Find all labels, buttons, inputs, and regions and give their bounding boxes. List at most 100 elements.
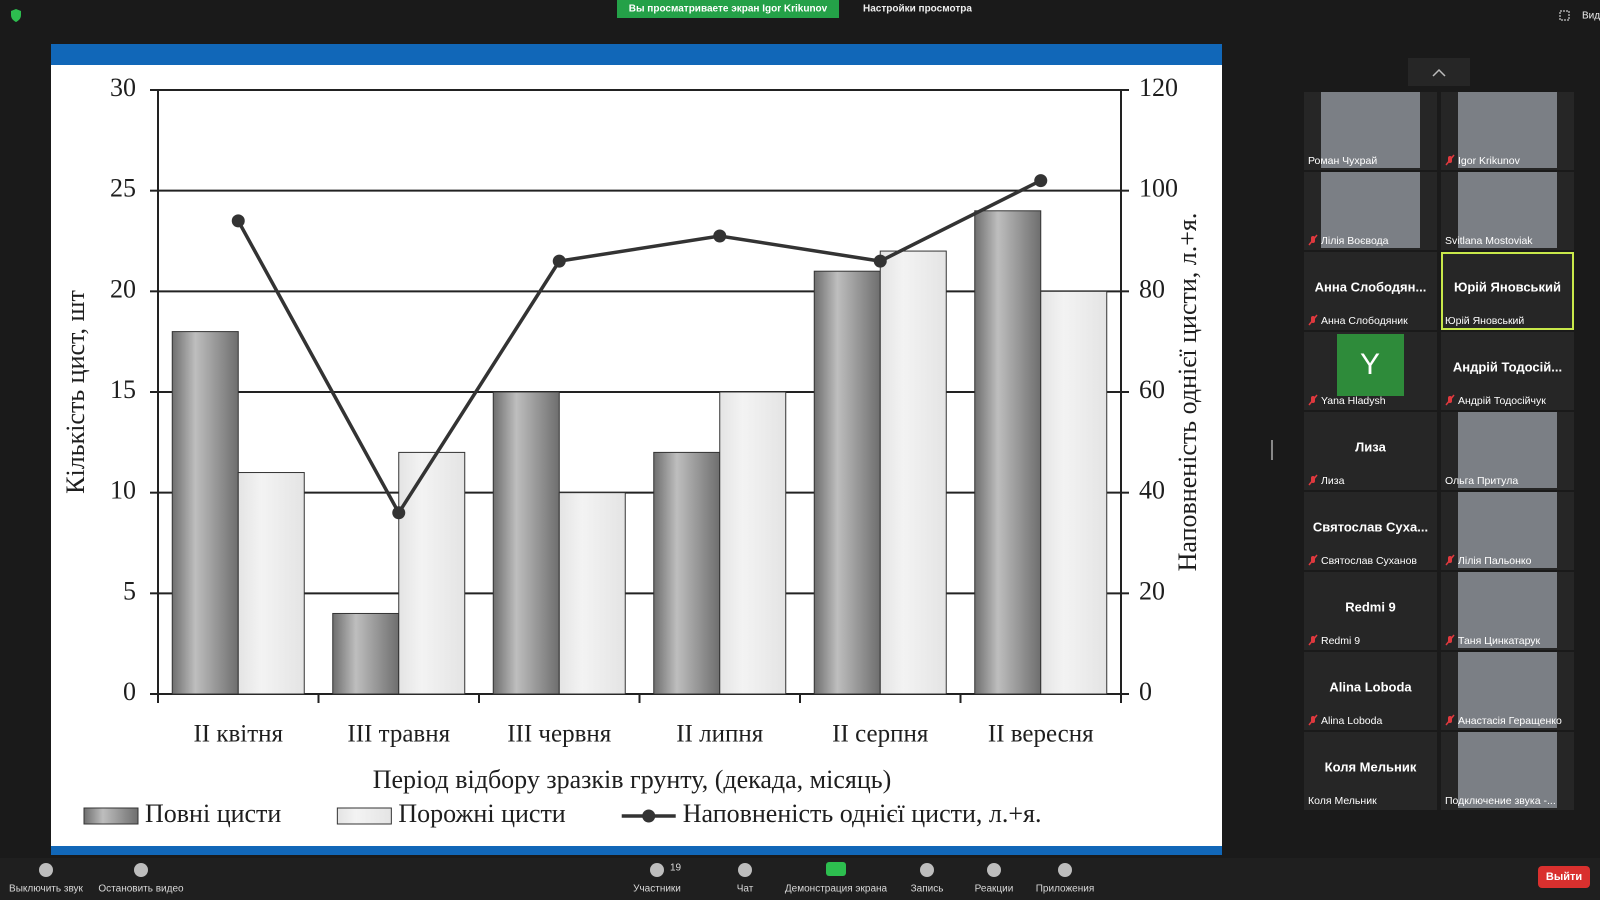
x-tick-label: II липня [676,721,764,748]
viewing-text: Вы просматриваете экран Igor Krikunov [629,4,828,15]
x-tick-label: II квітня [193,721,283,748]
mic-slash [1445,154,1455,166]
muted-icon [1445,634,1455,646]
x-tick-label: III червня [507,721,612,748]
participant-tile[interactable] [1304,732,1437,810]
participants-icon[interactable] [650,863,664,877]
muted-icon [1445,554,1455,566]
participant-label: Лиза [1321,475,1345,487]
view-button[interactable]: Вид [1582,11,1600,22]
participant-label: Коля Мельник [1308,795,1377,807]
y-tick-label: 30 [110,73,136,102]
video-feed [1458,172,1557,248]
bar [398,451,466,695]
video-feed [1458,412,1557,488]
participant-label: Таня Цинкатарук [1458,635,1541,647]
video-label[interactable]: Остановить видео [98,884,184,895]
participant-tile[interactable] [1304,252,1437,330]
line-marker [231,214,245,228]
muted-icon [1308,314,1318,326]
participant-name: Анна Слободян... [1315,279,1427,294]
reactions-label[interactable]: Реакции [975,884,1014,895]
reactions-icon[interactable] [987,863,1001,877]
y2-tick-label: 60 [1139,375,1165,404]
participant-label: Подключение звука -... [1445,795,1556,807]
bar [237,472,305,695]
y2-axis-label: Наповненість однієї цисти, л.+я. [1173,213,1202,572]
participant-label: Redmi 9 [1321,635,1360,647]
participant-name: Коля Мельник [1325,759,1417,774]
record-label[interactable]: Запись [911,884,944,895]
x-tick-label: II вересня [988,721,1094,748]
line-marker [1034,174,1048,188]
panel-splitter[interactable] [1271,440,1273,460]
video-icon[interactable] [134,863,148,877]
participant-label: Ольга Притула [1445,475,1518,487]
participant-label: Лілія Воєвода [1321,235,1389,247]
chevron-up [1432,68,1446,77]
mic-slash [1308,234,1318,246]
bar [813,270,881,695]
panel-scroll-up[interactable] [1408,58,1470,86]
bar [974,210,1042,695]
muted-icon [1445,154,1455,166]
participant-tile[interactable] [1441,332,1574,410]
participant-name: Лиза [1355,439,1386,454]
participant-label: Alina Loboda [1321,715,1382,727]
y2-tick-label: 40 [1139,476,1165,505]
chart: 0 5 10 15 20 25 30 0 20 40 60 80 100 120 II квітня III … [61,73,1202,828]
participant-label: Yana Hladysh [1321,395,1386,407]
mic-slash [1308,474,1318,486]
security-icon[interactable] [11,9,21,22]
bar [653,451,721,695]
view-settings[interactable]: Настройки просмотра [863,4,972,15]
apps-icon[interactable] [1058,863,1072,877]
bar [171,331,239,695]
apps-label[interactable]: Приложения [1036,884,1095,895]
legend-label: Повні цисти [145,799,281,828]
line-marker [873,254,887,268]
y2-tick-label: 100 [1139,174,1178,203]
participant-name: Андрій Тодосій... [1453,359,1562,374]
participants-label[interactable]: Участники [633,884,681,895]
participant-tile[interactable] [1304,492,1437,570]
mute-label[interactable]: Выключить звук [9,884,84,895]
participant-label: Юрій Яновський [1445,315,1524,327]
y-tick-label: 5 [123,576,136,605]
mic-slash [1308,314,1318,326]
legend-label: Порожні цисти [398,799,565,828]
participant-label: Святослав Суханов [1321,555,1417,567]
muted-icon [1445,714,1455,726]
legend-swatch [336,807,392,825]
y-tick-label: 15 [110,375,136,404]
leave-label[interactable]: Выйти [1546,871,1582,883]
muted-icon [1445,394,1455,406]
muted-icon [1308,714,1318,726]
y2-tick-label: 80 [1139,274,1165,303]
record-icon[interactable] [920,863,934,877]
mic-slash [1445,714,1455,726]
y2-tick-label: 120 [1139,73,1178,102]
participant-tile[interactable] [1304,652,1437,730]
participant-tile[interactable] [1441,252,1574,330]
y-tick-label: 0 [123,677,136,706]
video-feed [1458,572,1557,648]
mic-slash [1308,634,1318,646]
participant-tile[interactable] [1304,412,1437,490]
view-icon[interactable] [1559,10,1570,21]
share-icon[interactable] [826,862,846,876]
mute-icon[interactable] [39,863,53,877]
leave-button[interactable] [1538,866,1590,888]
video-feed [1458,652,1557,728]
participant-tile[interactable] [1304,572,1437,650]
chat-icon[interactable] [738,863,752,877]
x-tick-label: III травня [347,721,450,748]
toolbar [0,858,1600,900]
chat-label[interactable]: Чат [737,884,754,895]
mic-slash [1445,554,1455,566]
share-label[interactable]: Демонстрация экрана [785,884,888,895]
video-feed [1458,492,1557,568]
screen-bottom-bar [51,846,1222,855]
